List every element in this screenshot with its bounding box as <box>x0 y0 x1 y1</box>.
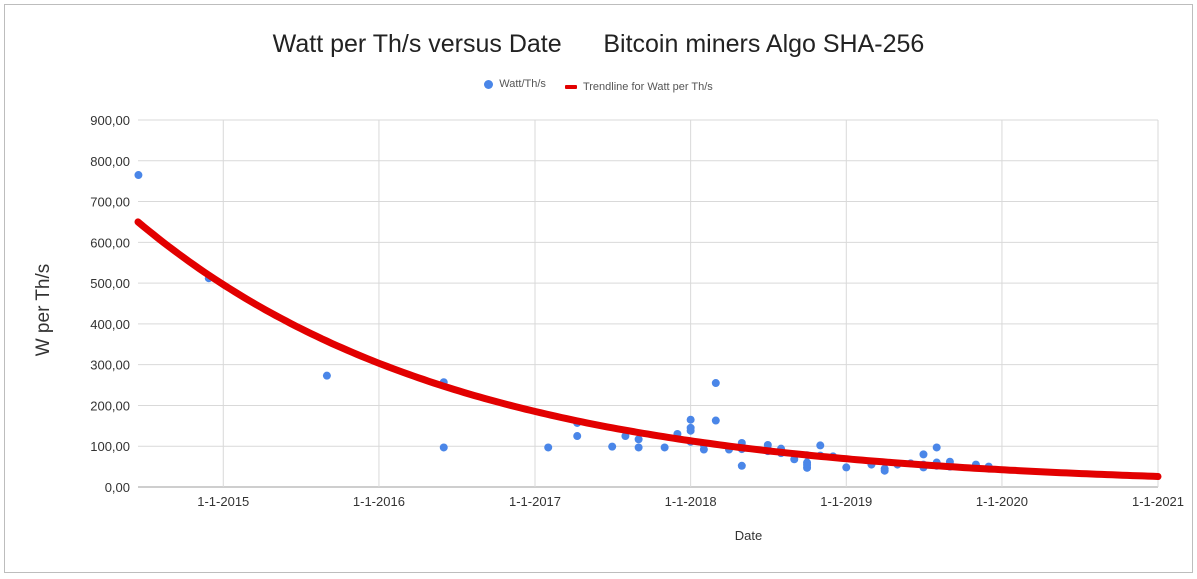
data-point <box>686 415 695 424</box>
x-tick-label: 1-1-2016 <box>353 494 405 509</box>
legend-line-icon <box>564 84 577 89</box>
y-tick-label: 900,00 <box>90 113 130 128</box>
y-tick-label: 400,00 <box>90 317 130 332</box>
data-point <box>842 463 851 472</box>
data-point <box>573 432 582 441</box>
y-tick-label: 300,00 <box>90 358 130 373</box>
data-point <box>919 450 928 459</box>
x-tick-label: 1-1-2018 <box>665 494 717 509</box>
chart-legend: Watt/Th/s Trendline for Watt per Th/s <box>0 78 1197 93</box>
chart-frame <box>4 4 1193 573</box>
chart-title: Watt per Th/s versus Date Bitcoin miners… <box>272 30 925 58</box>
y-tick-label: 700,00 <box>90 195 130 210</box>
data-point <box>660 443 669 452</box>
data-point <box>816 441 825 450</box>
y-tick-label: 800,00 <box>90 154 130 169</box>
data-point <box>711 379 720 388</box>
legend-dot-icon <box>484 79 494 89</box>
data-point <box>686 426 695 435</box>
data-point <box>439 443 448 452</box>
data-point <box>134 171 143 180</box>
data-point <box>608 442 617 451</box>
data-point <box>699 445 708 454</box>
x-tick-label: 1-1-2020 <box>976 494 1028 509</box>
data-point <box>803 460 812 469</box>
data-point <box>737 461 746 470</box>
y-tick-label: 100,00 <box>90 439 130 454</box>
legend-label-points: Watt/Th/s <box>499 78 546 90</box>
x-tick-label: 1-1-2015 <box>197 494 249 509</box>
legend-label-trendline: Trendline for Watt per Th/s <box>582 80 713 93</box>
y-tick-label: 600,00 <box>90 235 130 250</box>
x-tick-label: 1-1-2017 <box>509 494 561 509</box>
x-tick-label: 1-1-2021 <box>1132 494 1184 509</box>
legend-item-points[interactable]: Watt/Th/s <box>484 78 546 90</box>
x-tick-label: 1-1-2019 <box>820 494 872 509</box>
trendline <box>134 218 1162 480</box>
data-point <box>932 443 941 452</box>
data-point <box>880 466 889 475</box>
data-point <box>544 443 553 452</box>
data-point <box>711 416 720 425</box>
data-point <box>634 435 643 444</box>
y-tick-label: 0,00 <box>105 480 130 495</box>
y-tick-label: 200,00 <box>90 398 130 413</box>
x-axis-label: Date <box>734 528 763 543</box>
y-tick-label: 500,00 <box>90 276 130 291</box>
data-point <box>322 371 331 380</box>
legend-item-trendline[interactable]: Trendline for Watt per Th/s <box>564 80 713 93</box>
data-point <box>634 443 643 452</box>
